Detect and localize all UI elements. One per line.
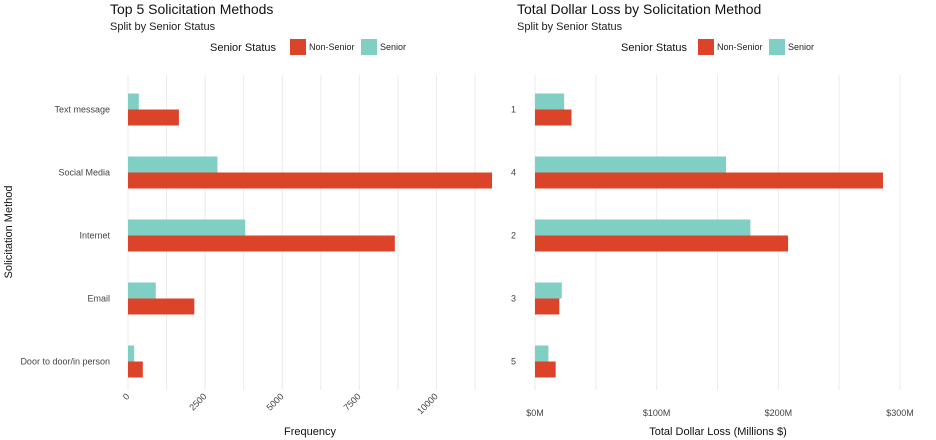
chart-1-y-axis-label: Solicitation Method: [3, 186, 15, 279]
bar-senior: [128, 345, 135, 362]
chart-1-plot-area: Text message Social Media Internet Email Doo…: [20, 75, 492, 416]
bar-non-senior: [535, 361, 556, 378]
y-tick-label: 3: [511, 294, 516, 304]
bar-non-senior: [535, 298, 560, 315]
bar-senior: [535, 282, 562, 299]
chart-1-x-axis-label: Frequency: [284, 426, 336, 438]
y-tick-label: Social Media: [58, 168, 110, 178]
x-tick-label: 0: [121, 391, 132, 402]
chart-1-legend-label-senior: Senior: [380, 42, 406, 52]
x-tick-label: 7500: [342, 391, 363, 412]
y-tick-label: Text message: [54, 105, 110, 115]
y-tick-label: 5: [511, 357, 516, 367]
chart-2-legend-swatch-non-senior: [698, 39, 714, 55]
bar-senior: [128, 93, 139, 110]
x-tick-label: $100M: [643, 408, 671, 418]
chart-2-title: Total Dollar Loss by Solicitation Method: [517, 1, 761, 17]
x-tick-label: 10000: [415, 391, 440, 416]
y-tick-label: 2: [511, 231, 516, 241]
bar-senior: [535, 156, 727, 173]
y-tick-label: 4: [511, 168, 516, 178]
chart-2-legend: Senior Status Non-Senior Senior: [621, 39, 814, 55]
chart-1-legend: Senior Status Non-Senior Senior: [210, 39, 406, 55]
bar-senior: [128, 219, 246, 236]
chart-2-plot-area: 1 4 2 3 5 $0M $100M $200M $300M: [511, 75, 914, 418]
y-tick-label: 1: [511, 105, 516, 115]
y-tick-label: Door to door/in person: [20, 357, 110, 367]
y-tick-label: Internet: [79, 231, 110, 241]
bar-non-senior: [128, 172, 492, 189]
chart-2-legend-label-non-senior: Non-Senior: [717, 42, 763, 52]
chart-1-subtitle: Split by Senior Status: [110, 21, 216, 33]
y-tick-label: Email: [87, 294, 110, 304]
bar-non-senior: [535, 109, 572, 126]
chart-2-legend-label-senior: Senior: [788, 42, 814, 52]
chart-1-legend-swatch-senior: [361, 39, 377, 55]
chart-2-legend-swatch-senior: [769, 39, 785, 55]
bar-non-senior: [128, 361, 143, 378]
bar-non-senior: [535, 172, 883, 189]
chart-2-subtitle: Split by Senior Status: [517, 21, 623, 33]
x-tick-label: 5000: [264, 391, 285, 412]
bar-senior: [128, 156, 218, 173]
x-tick-label: $200M: [765, 408, 793, 418]
bar-senior: [535, 345, 549, 362]
chart-1-legend-title: Senior Status: [210, 42, 277, 54]
x-tick-label: $0M: [526, 408, 544, 418]
bar-senior: [535, 93, 565, 110]
bar-non-senior: [128, 109, 179, 126]
x-tick-label: 2500: [187, 391, 208, 412]
x-tick-label: $300M: [886, 408, 914, 418]
chart-1-legend-label-non-senior: Non-Senior: [309, 42, 355, 52]
bar-non-senior: [128, 235, 395, 252]
chart-1-title: Top 5 Solicitation Methods: [110, 1, 273, 17]
chart-2-x-axis-label: Total Dollar Loss (Millions $): [649, 426, 787, 438]
bar-senior: [128, 282, 156, 299]
bar-senior: [535, 219, 751, 236]
chart-1-legend-swatch-non-senior: [290, 39, 306, 55]
chart-2-legend-title: Senior Status: [621, 42, 688, 54]
bar-non-senior: [535, 235, 789, 252]
bar-non-senior: [128, 298, 195, 315]
